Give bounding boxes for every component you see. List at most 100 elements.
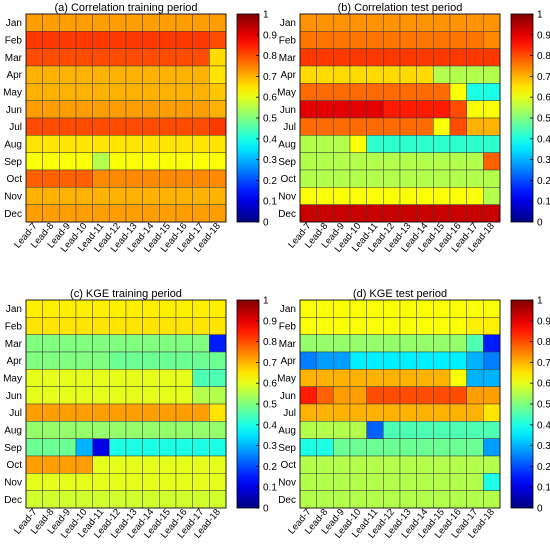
heatmap-cell [25,490,43,509]
heatmap-cell [316,386,334,405]
colorbar-gradient [236,13,260,223]
heatmap-cell [483,473,501,491]
heatmap-cell [383,455,401,474]
heatmap-cell [333,152,351,171]
heatmap-cell [433,473,451,491]
heatmap-cell [333,100,351,119]
heatmap-cell [449,438,467,457]
heatmap-cell [59,386,77,405]
heatmap-cell [333,351,351,370]
heatmap-cell [109,13,127,32]
heatmap-cell [383,403,401,422]
colorbar-tick-label: 0.4 [263,420,277,431]
heatmap-cell [109,48,127,67]
row-label: Oct [280,460,296,471]
heatmap-cell [42,135,60,153]
heatmap-cell [349,48,367,67]
heatmap-cell [416,48,434,67]
heatmap-cell [142,421,160,439]
heatmap-cell [192,187,210,205]
heatmap-cell [299,169,317,188]
heatmap-cell [316,83,334,101]
heatmap-cell [159,135,177,153]
heatmap-cell [416,100,434,119]
colorbar: 0 0.1 0.2 0.3 0.4 0.5 0.6 0.7 0.8 0.9 1 [510,10,550,229]
heatmap-cell [125,169,143,188]
heatmap-cell [175,31,193,49]
heatmap-cell [299,438,317,457]
heatmap-cell [42,351,60,370]
heatmap-cell [75,31,93,49]
heatmap-cell [399,83,417,101]
heatmap-cell [483,299,501,318]
heatmap-cell [25,65,43,84]
heatmap-cell [466,473,484,491]
row-label: Jul [9,122,22,133]
heatmap-cell [416,204,434,223]
row-label: Mar [279,53,297,64]
heatmap-cell [449,135,467,153]
heatmap-cell [75,13,93,32]
heatmap-cell [159,421,177,439]
heatmap-cell [192,334,210,353]
colorbar-tick-label: 0.6 [537,93,550,104]
heatmap-cell [209,317,227,335]
heatmap-cell [42,455,60,474]
heatmap-cell [399,455,417,474]
heatmap-cell [433,65,451,84]
heatmap-cell [399,48,417,67]
heatmap-cell [125,135,143,153]
heatmap-cell [349,299,367,318]
heatmap-cell [449,473,467,491]
heatmap-cell [383,187,401,205]
heatmap-cell [366,152,384,171]
heatmap-cell [109,204,127,223]
heatmap-cell [466,169,484,188]
colorbar-tick-label: 0.9 [537,316,550,327]
heatmap-cell [466,386,484,405]
row-label: Aug [278,140,296,151]
heatmap-cell [466,438,484,457]
row-label: Jun [280,105,296,116]
heatmap-cell [349,65,367,84]
heatmap-cell [383,169,401,188]
heatmap-cell [416,473,434,491]
heatmap-cell [333,204,351,223]
heatmap-cell [109,187,127,205]
heatmap-cell [366,421,384,439]
panel-title: (b) Correlation test period [338,2,463,14]
colorbar-tick-label: 0.7 [537,72,550,83]
heatmap-cell [383,13,401,32]
colorbar-tick-label: 0.5 [263,400,277,411]
heatmap-cell [192,135,210,153]
row-label: Jan [6,304,22,315]
colorbar-tick-label: 0.4 [537,134,550,145]
heatmap-cell [466,100,484,119]
heatmap-cell [316,169,334,188]
heatmap-cell [92,83,110,101]
colorbar-tick-label: 0.6 [263,93,277,104]
heatmap-cell [349,117,367,136]
heatmap-cell [92,31,110,49]
colorbar-tick-label: 0.8 [263,51,277,62]
row-label: Oct [6,460,22,471]
heatmap-cell [142,135,160,153]
heatmap-cell [299,31,317,49]
row-label: Jun [6,105,22,116]
heatmap-cell [399,13,417,32]
heatmap-cell [449,334,467,353]
heatmap-cell [192,299,210,318]
heatmap-cell [433,204,451,223]
heatmap-cell [142,48,160,67]
heatmap-cell [142,473,160,491]
heatmap-cell [383,48,401,67]
heatmap-cell [316,135,334,153]
heatmap-cell [449,204,467,223]
heatmap-cell [333,455,351,474]
heatmap-cell [159,100,177,119]
heatmap-cell [483,403,501,422]
heatmap-cell [366,204,384,223]
heatmap-cell [75,334,93,353]
heatmap-cell [92,334,110,353]
heatmap-cell [192,83,210,101]
